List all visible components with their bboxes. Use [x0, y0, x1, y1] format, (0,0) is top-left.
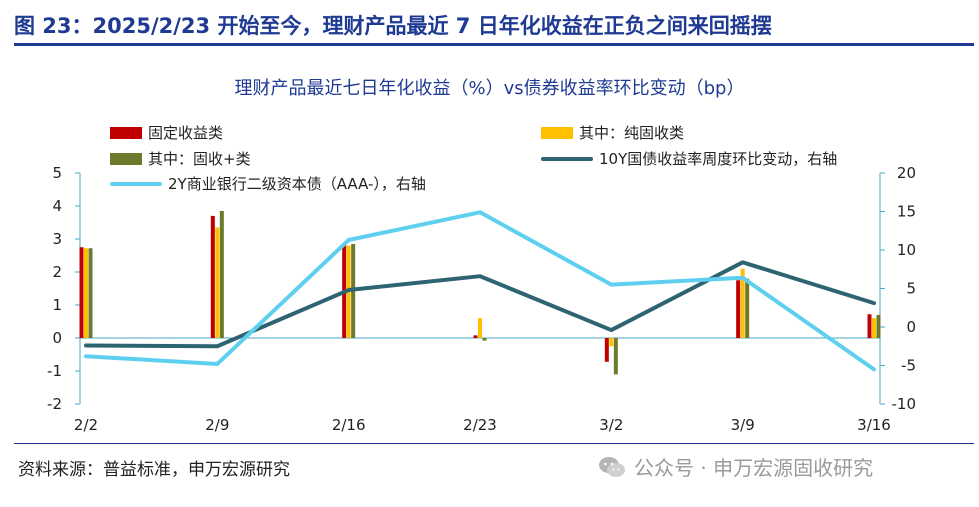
- bar: [745, 278, 750, 338]
- y-tick-label-left: -1: [47, 362, 62, 380]
- y-tick-label-right: 0: [906, 318, 916, 336]
- bar: [84, 248, 88, 338]
- bar: [219, 210, 224, 338]
- x-tick-label: 3/16: [857, 416, 891, 434]
- line-series-group: [84, 210, 876, 372]
- legend-label-bank2y: 2Y商业银行二级资本债（AAA-），右轴: [168, 175, 426, 193]
- bar: [876, 314, 881, 338]
- x-tick-label: 3/9: [731, 416, 755, 434]
- y-tick-label-right: 15: [897, 203, 916, 221]
- chart-title: 理财产品最近七日年化收益（%）vs债券收益率环比变动（bp）: [234, 78, 745, 99]
- y-tick-label-left: 0: [52, 329, 62, 347]
- legend-item-fixed-plus: 其中：固收+类: [110, 148, 251, 169]
- y-tick-label-left: 5: [52, 164, 62, 182]
- y-tick-label-right: 20: [897, 164, 916, 182]
- x-tick-label: 3/2: [599, 416, 623, 434]
- figure-title: 图 23：2025/2/23 开始至今，理财产品最近 7 日年化收益在正负之间来…: [14, 14, 772, 38]
- footer-divider: [14, 443, 974, 444]
- bar: [346, 245, 351, 338]
- bar: [215, 227, 220, 338]
- x-tick-label: 2/2: [74, 416, 98, 434]
- bar: [482, 338, 487, 341]
- watermark: 公众号 · 申万宏源固收研究: [598, 452, 873, 481]
- header-divider: [14, 43, 974, 46]
- y-tick-label-right: -5: [901, 357, 916, 375]
- legend-swatch-fixed-income: [110, 126, 142, 139]
- legend-swatch-bank2y: [110, 181, 162, 186]
- y-tick-label-right: 5: [906, 280, 916, 298]
- bar: [342, 243, 347, 338]
- legend-label-fixed-income: 固定收益类: [148, 124, 224, 142]
- y-tick-label-left: -2: [47, 395, 62, 413]
- y-tick-label-left: 4: [52, 197, 62, 215]
- y-tick-label-right: 10: [897, 241, 916, 259]
- bar: [604, 338, 609, 362]
- y-tick-label-left: 2: [52, 263, 62, 281]
- y-tick-label-left: 3: [52, 230, 62, 248]
- line-series-cn10y: [84, 260, 876, 349]
- legend-swatch-pure-fixed: [541, 126, 573, 139]
- bar: [609, 338, 614, 347]
- legend-label-pure-fixed: 其中：纯固收类: [579, 124, 685, 142]
- legend-item-bank2y: 2Y商业银行二级资本债（AAA-），右轴: [110, 173, 426, 194]
- legend-item-cn10y: 10Y国债收益率周度环比变动，右轴: [541, 148, 837, 169]
- bar: [736, 280, 741, 338]
- bar: [872, 318, 876, 338]
- line-series-bank2y: [84, 210, 876, 372]
- source-note: 资料来源：普益标准，申万宏源研究: [18, 460, 290, 480]
- bar: [473, 335, 478, 338]
- legend-swatch-fixed-plus: [110, 152, 142, 165]
- x-tick-label: 2/9: [205, 416, 229, 434]
- bar: [79, 247, 84, 338]
- bar: [210, 215, 215, 338]
- x-tick-label: 2/16: [332, 416, 366, 434]
- legend-item-fixed-income: 固定收益类: [110, 122, 223, 143]
- bar: [613, 338, 618, 375]
- y-tick-label-right: -10: [892, 395, 917, 413]
- bar: [740, 268, 745, 338]
- legend-swatch-cn10y: [541, 156, 593, 161]
- watermark-text: 公众号 · 申万宏源固收研究: [634, 456, 874, 480]
- y-tick-label-left: 1: [52, 296, 62, 314]
- bar: [351, 243, 356, 338]
- x-tick-label: 2/23: [463, 416, 497, 434]
- wechat-icon: [599, 456, 625, 477]
- bar-series-group: [79, 210, 881, 375]
- bar: [88, 248, 93, 338]
- report-header: 图 23：2025/2/23 开始至今，理财产品最近 7 日年化收益在正负之间来…: [0, 0, 979, 48]
- legend-label-fixed-plus: 其中：固收+类: [148, 150, 251, 168]
- legend-item-pure-fixed: 其中：纯固收类: [541, 122, 684, 143]
- bar: [478, 318, 482, 338]
- legend-label-cn10y: 10Y国债收益率周度环比变动，右轴: [599, 150, 838, 168]
- bar: [867, 314, 872, 338]
